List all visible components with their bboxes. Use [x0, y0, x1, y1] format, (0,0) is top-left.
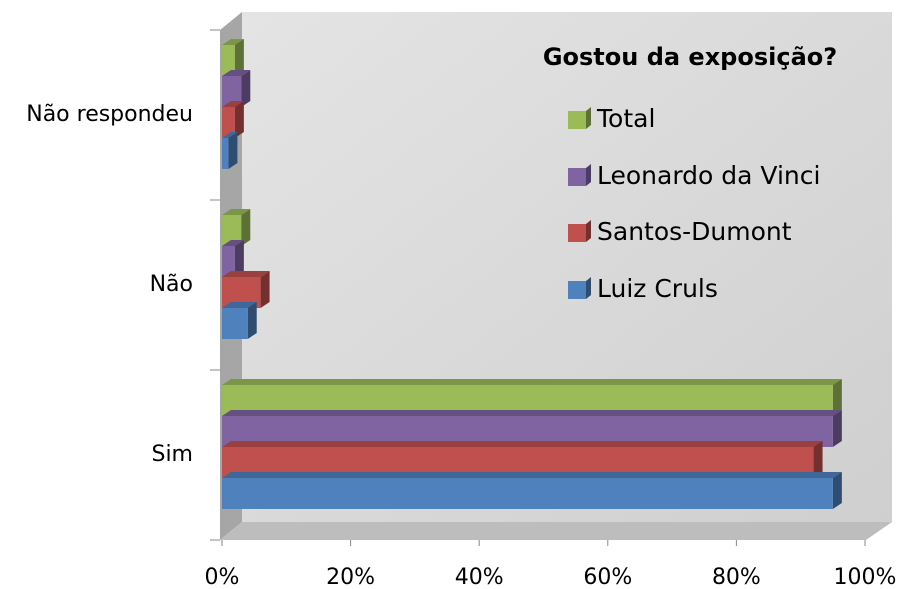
x-tick-label: 20% — [326, 565, 375, 589]
bar-end — [813, 441, 823, 478]
bar-top — [222, 441, 823, 447]
bar-end — [234, 101, 244, 138]
bar-front — [222, 478, 833, 509]
legend-label: Total — [596, 104, 655, 133]
bar-end — [832, 410, 842, 447]
bar-top — [222, 39, 244, 45]
bar — [222, 39, 244, 76]
legend-label: Santos-Dumont — [597, 217, 792, 246]
bar-end — [260, 271, 270, 308]
legend-swatch — [568, 224, 586, 242]
bar-top — [222, 209, 251, 215]
legend-swatch-side — [586, 220, 591, 242]
bar-top — [222, 271, 270, 277]
bar-end — [241, 209, 251, 246]
category-separators — [210, 29, 220, 541]
bar-top — [222, 132, 238, 138]
bar-end — [234, 39, 244, 76]
legend-label: Luiz Cruls — [597, 274, 718, 303]
bar — [222, 209, 251, 246]
bar — [222, 70, 251, 107]
y-tick-label: Não respondeu — [26, 102, 193, 127]
x-tick-label: 60% — [583, 565, 632, 589]
legend-swatch — [568, 111, 586, 129]
x-tick-label: 40% — [455, 565, 504, 589]
bar-front — [222, 76, 242, 107]
bar-top — [222, 70, 251, 76]
bar-end — [241, 70, 251, 107]
legend-swatch — [568, 281, 586, 299]
x-tick-label: 0% — [205, 565, 240, 589]
floor — [220, 522, 892, 540]
x-tick-label: 100% — [834, 565, 897, 589]
legend-swatch — [568, 168, 586, 186]
bar-front — [222, 138, 229, 169]
legend-swatch-side — [586, 164, 591, 186]
legend-swatch-side — [586, 107, 591, 129]
legend-label: Leonardo da Vinci — [597, 161, 820, 190]
bar-top — [222, 410, 842, 416]
bar-top — [222, 379, 842, 385]
bar — [222, 101, 244, 138]
bar-end — [234, 240, 244, 277]
x-tick-label: 80% — [712, 565, 761, 589]
bar-front — [222, 246, 235, 277]
bar-end — [247, 302, 257, 339]
bar — [222, 132, 238, 169]
bar-end — [832, 379, 842, 416]
bar-front — [222, 45, 235, 76]
bar-top — [222, 101, 244, 107]
y-tick-label: Não — [150, 272, 193, 297]
chart-title: Gostou da exposição? — [543, 43, 837, 71]
bar-top — [222, 240, 244, 246]
bar-front — [222, 107, 235, 138]
bar-end — [832, 472, 842, 509]
bar-front — [222, 308, 248, 339]
bar-front — [222, 215, 242, 246]
bar — [222, 472, 842, 509]
bar — [222, 240, 244, 277]
bar — [222, 302, 257, 339]
bar-top — [222, 302, 257, 308]
bar-top — [222, 472, 842, 478]
legend-swatch-side — [586, 277, 591, 299]
bar-end — [228, 132, 238, 169]
y-tick-label: Sim — [151, 442, 193, 467]
